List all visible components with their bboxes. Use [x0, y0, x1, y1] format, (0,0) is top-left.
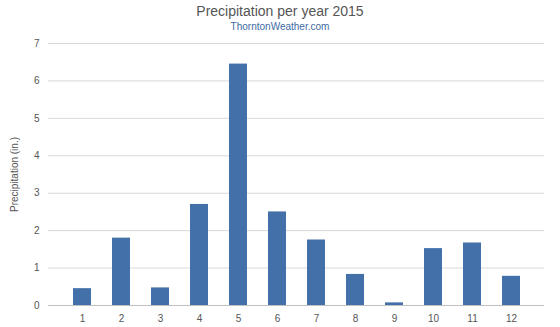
svg-text:4: 4 — [34, 150, 40, 161]
svg-text:7: 7 — [314, 313, 320, 324]
svg-text:1: 1 — [34, 262, 40, 273]
svg-text:6: 6 — [275, 313, 281, 324]
svg-text:5: 5 — [236, 313, 242, 324]
svg-text:9: 9 — [392, 313, 398, 324]
svg-text:6: 6 — [34, 75, 40, 86]
svg-text:3: 3 — [34, 187, 40, 198]
html-text:Precipitation per year 2015: Precipitation per year 2015 — [196, 3, 364, 19]
svg-text:10: 10 — [428, 313, 440, 324]
html-text:ThorntonWeather.com: ThorntonWeather.com — [230, 21, 330, 32]
svg-text:Precipitation (in.): Precipitation (in.) — [9, 137, 20, 212]
svg-text:4: 4 — [197, 313, 203, 324]
svg-text:8: 8 — [353, 313, 359, 324]
svg-text:1: 1 — [80, 313, 86, 324]
svg-text:7: 7 — [34, 38, 40, 49]
svg-text:2: 2 — [34, 225, 40, 236]
svg-text:5: 5 — [34, 113, 40, 124]
svg-text:11: 11 — [467, 313, 478, 324]
svg-text:0: 0 — [34, 300, 40, 311]
svg-text:3: 3 — [158, 313, 164, 324]
svg-text:2: 2 — [119, 313, 125, 324]
svg-text:12: 12 — [506, 313, 518, 324]
